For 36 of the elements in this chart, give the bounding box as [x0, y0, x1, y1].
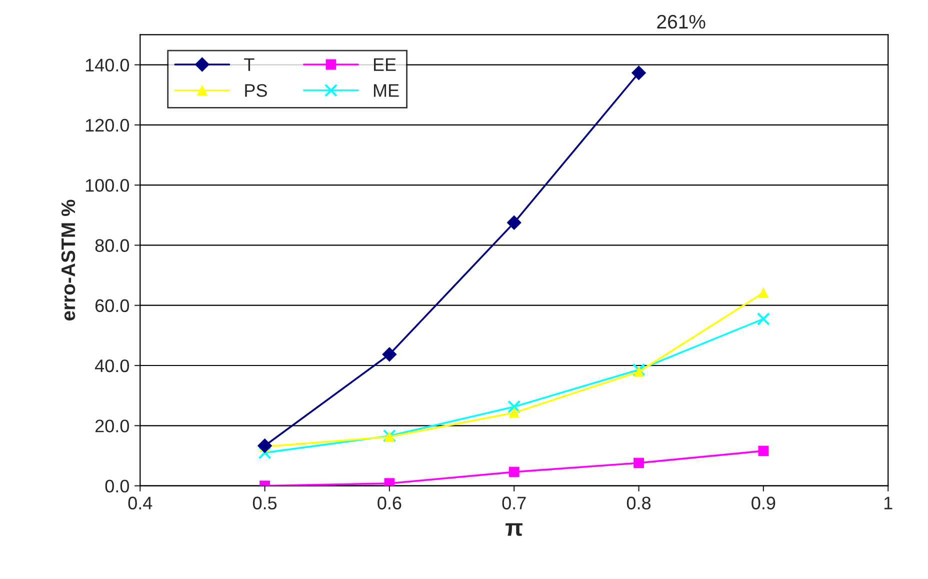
y-tick-label: 60.0 — [95, 299, 130, 312]
point — [756, 312, 770, 326]
y-tick-label: 20.0 — [95, 420, 130, 432]
y-tick-label: 80.0 — [95, 239, 130, 252]
y-tick-label: 140.0 — [86, 58, 130, 72]
y-tick-label: 40.0 — [94, 359, 130, 372]
x-tick-label: 1 — [884, 496, 892, 510]
point — [508, 408, 520, 418]
x-tick-label: 0.7 — [502, 496, 526, 510]
x-tick-label: 0.4 — [128, 496, 152, 510]
x-tick-label: 0.5 — [252, 496, 277, 510]
point — [758, 288, 769, 298]
legend-label: ME — [374, 84, 399, 97]
point — [258, 446, 272, 460]
point — [634, 366, 644, 378]
point — [632, 363, 646, 376]
point — [508, 400, 521, 414]
y-tick-label: 120.0 — [86, 118, 130, 132]
point — [384, 432, 395, 442]
legend-label: PS — [245, 84, 267, 97]
point — [632, 66, 646, 80]
y-tick-label: 100.0 — [86, 179, 130, 192]
point — [506, 215, 522, 230]
point — [758, 446, 769, 456]
text: 261% — [657, 14, 706, 29]
legend-label: EE — [374, 58, 396, 71]
point — [382, 347, 397, 362]
point — [508, 466, 520, 478]
y-tick-label: 0.0 — [105, 480, 130, 492]
legend-label: T — [244, 58, 254, 71]
x-tick-label: 0.8 — [626, 496, 651, 510]
x-tick-label: 0.6 — [378, 496, 402, 510]
point — [634, 458, 644, 468]
x-axis-title: π — [506, 523, 523, 536]
x-tick-label: 0.9 — [752, 496, 776, 510]
y-axis-title: erro-ASTM % — [61, 200, 76, 321]
